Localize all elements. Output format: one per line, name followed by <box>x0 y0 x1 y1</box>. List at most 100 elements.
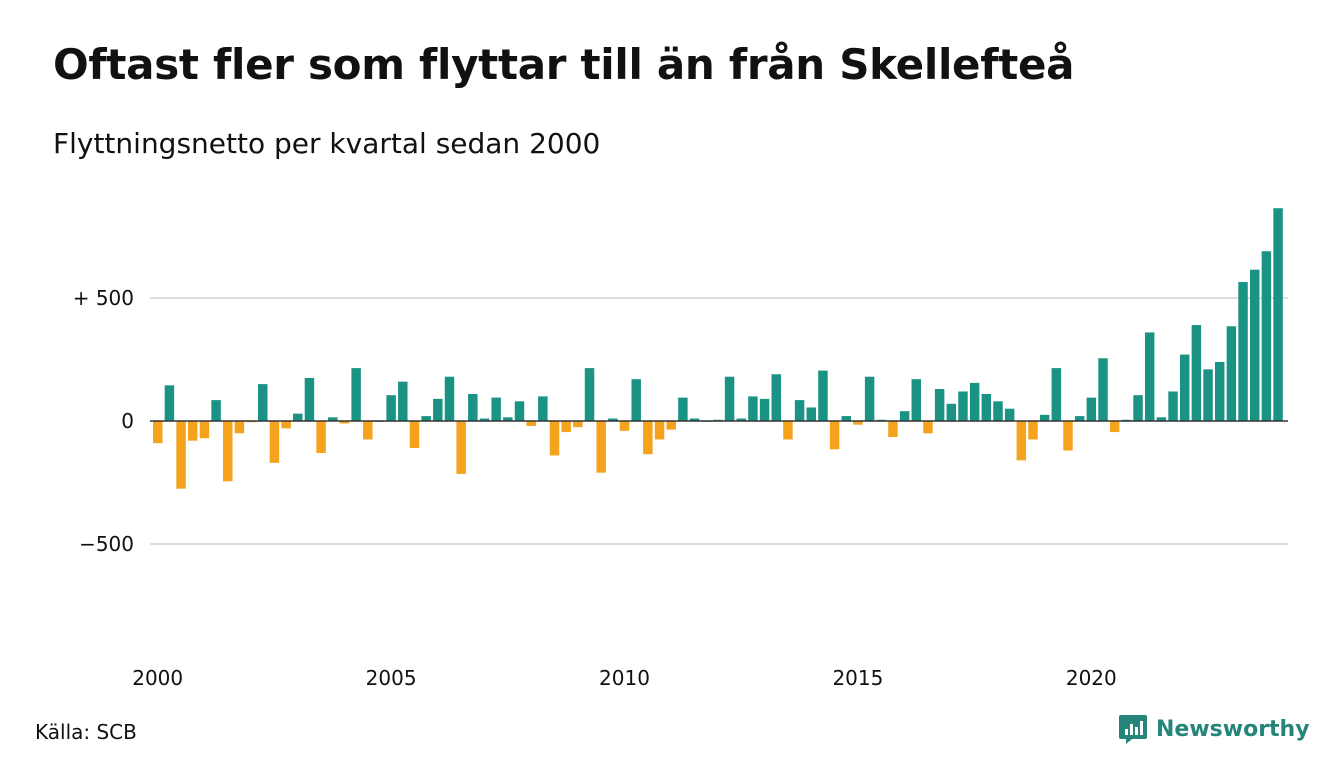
bar <box>176 421 186 489</box>
bar <box>456 421 466 474</box>
y-tick-label: 0 <box>121 409 134 433</box>
bar <box>281 421 291 429</box>
x-tick-label: 2010 <box>599 666 650 690</box>
bar <box>958 391 968 421</box>
bar <box>304 377 315 421</box>
bar <box>223 421 233 482</box>
bar <box>444 376 455 421</box>
bar <box>1039 414 1050 421</box>
bar <box>783 421 793 440</box>
bar <box>1063 421 1073 451</box>
bar <box>736 418 746 421</box>
bar <box>888 421 898 437</box>
bar <box>1004 408 1015 421</box>
axis-labels: + 500 0 −500 2000 2005 2010 2015 2020 <box>73 286 1288 690</box>
bar <box>293 413 303 421</box>
bar <box>258 384 268 421</box>
bar <box>188 421 198 441</box>
bar <box>1086 397 1097 421</box>
bar <box>1074 416 1085 421</box>
bar <box>561 421 571 433</box>
x-tick-label: 2015 <box>832 666 883 690</box>
x-tick-label: 2020 <box>1066 666 1117 690</box>
bar <box>1191 325 1202 421</box>
bar <box>1273 208 1283 421</box>
bar <box>806 407 816 421</box>
grid-lines <box>150 297 1288 545</box>
brand-name: Newsworthy <box>1156 716 1310 742</box>
bar <box>386 395 396 421</box>
bar <box>946 403 957 421</box>
bar <box>923 421 933 434</box>
bar <box>596 421 606 473</box>
bar <box>433 398 443 421</box>
bar <box>654 421 665 440</box>
bar <box>398 381 408 421</box>
bar <box>538 396 548 421</box>
bar <box>339 421 350 424</box>
bar <box>666 421 676 430</box>
bar <box>479 418 490 421</box>
bar <box>981 393 992 421</box>
bar <box>818 370 828 421</box>
bar <box>619 421 630 431</box>
bar <box>1226 326 1237 421</box>
bar <box>234 421 245 434</box>
source-label: Källa: SCB <box>35 720 137 744</box>
bar <box>211 400 221 421</box>
bar <box>1203 369 1213 421</box>
bar <box>573 421 583 428</box>
bar <box>526 421 536 426</box>
bar <box>689 418 700 421</box>
bar <box>514 401 525 421</box>
bar <box>328 417 338 421</box>
bar <box>503 417 513 421</box>
bar-chart: + 500 0 −500 2000 2005 2010 2015 2020 <box>73 208 1288 690</box>
y-tick-label: + 500 <box>73 286 134 310</box>
bar <box>1028 421 1038 440</box>
chart-title: Oftast fler som flyttar till än från Ske… <box>53 40 1075 89</box>
bar <box>1179 354 1190 421</box>
bar <box>421 416 431 421</box>
bar <box>829 421 840 450</box>
bar <box>153 421 163 444</box>
bar <box>678 397 688 421</box>
bar <box>1238 282 1248 421</box>
bar <box>794 400 805 421</box>
bar <box>631 379 641 421</box>
bar <box>1098 358 1108 421</box>
bar <box>1109 421 1120 433</box>
x-tick-label: 2005 <box>366 666 417 690</box>
bar <box>269 421 280 463</box>
bar <box>759 398 770 421</box>
bar <box>1261 251 1272 421</box>
bar <box>771 374 781 421</box>
bar <box>1051 368 1062 421</box>
bar <box>643 421 653 455</box>
bar <box>934 389 945 421</box>
y-tick-label: −500 <box>79 532 134 556</box>
bar <box>409 421 420 449</box>
bar <box>899 411 910 421</box>
bar <box>1168 391 1178 421</box>
bar <box>316 421 326 453</box>
bar <box>351 368 361 421</box>
bar <box>853 421 863 425</box>
bar <box>748 396 758 421</box>
bar <box>584 368 595 421</box>
bar <box>468 393 478 421</box>
bar <box>608 418 618 421</box>
bar <box>993 401 1003 421</box>
bar <box>911 379 922 421</box>
bar <box>969 382 980 421</box>
bar <box>1249 269 1260 421</box>
bar <box>199 421 210 439</box>
bar <box>363 421 373 440</box>
bar <box>1214 361 1225 421</box>
newsworthy-logo: Newsworthy <box>1118 713 1310 745</box>
bar <box>724 376 735 421</box>
chart-subtitle: Flyttningsnetto per kvartal sedan 2000 <box>53 127 601 160</box>
bar <box>1016 421 1027 461</box>
bar <box>841 416 852 421</box>
bar <box>1156 417 1167 421</box>
